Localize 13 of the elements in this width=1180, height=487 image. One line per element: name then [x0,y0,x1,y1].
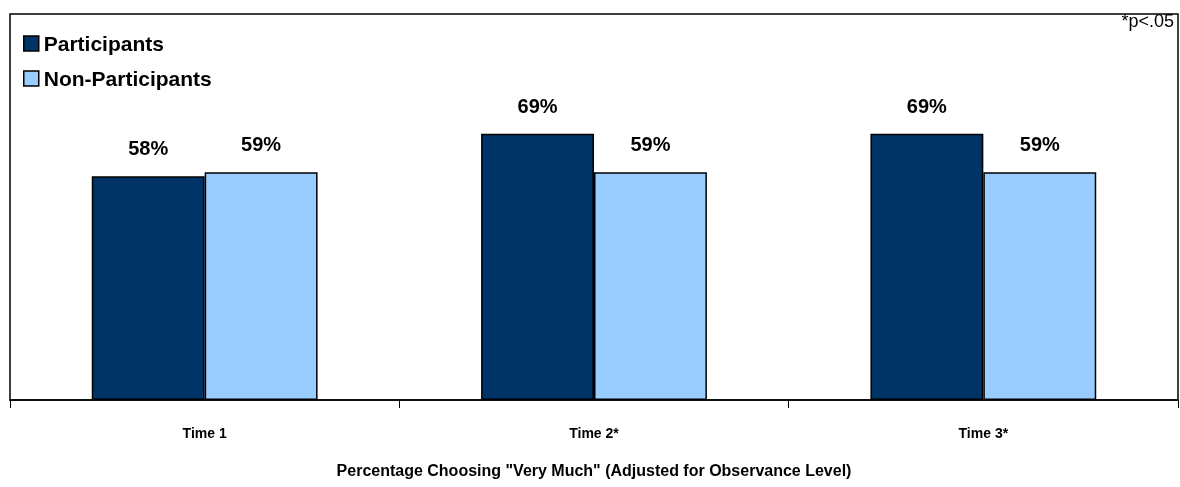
data-label: 59% [1019,133,1061,156]
data-label: 58% [128,137,169,160]
legend-label: Participants [43,32,164,55]
data-label: 69% [906,94,948,117]
x-tick-label: Time 3* [958,425,1009,441]
text: *p<.05 [1121,11,1175,31]
data-label: 59% [241,133,282,156]
x-axis-title: Percentage Choosing "Very Much" (Adjusted for Observance Level) [336,461,852,479]
data-label: 69% [517,94,558,117]
x-tick-label: Time 1 [182,425,227,441]
data-label: 59% [630,133,671,156]
x-tick-label: Time 2* [569,425,620,441]
legend-label: Non-Participants [43,67,212,90]
